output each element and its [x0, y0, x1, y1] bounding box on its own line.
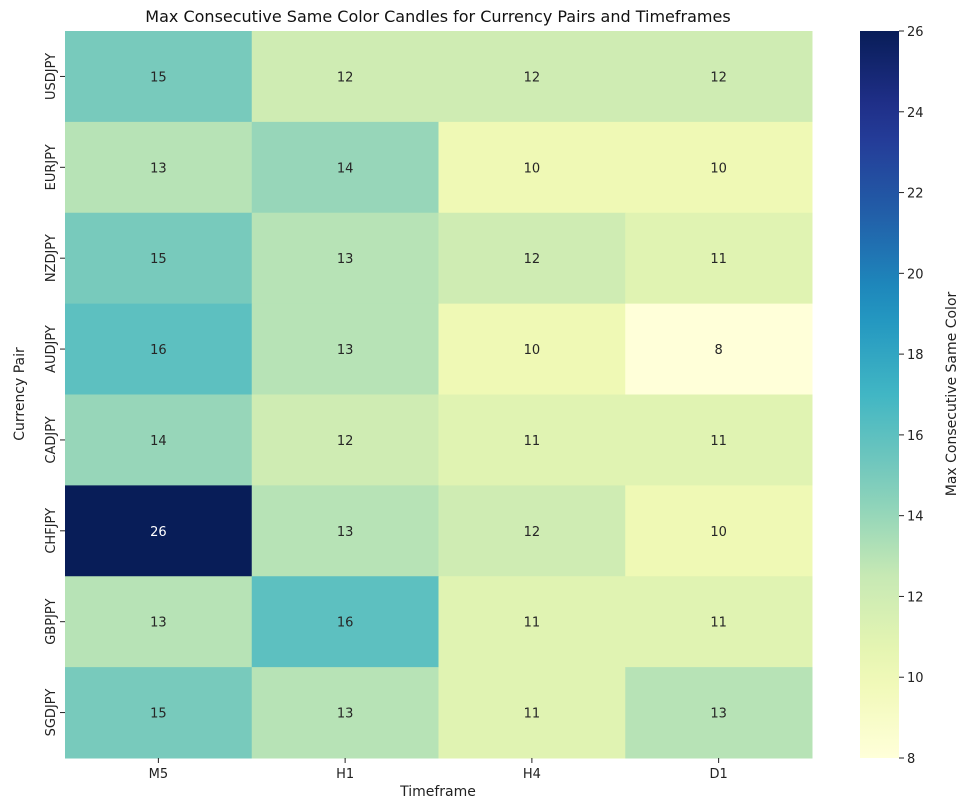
heatmap-cell — [625, 303, 813, 396]
heatmap-cell-value: 11 — [524, 434, 541, 449]
colorbar-tick-label: 24 — [907, 106, 924, 121]
heatmap-cell — [625, 121, 813, 214]
colorbar-tick-label: 12 — [907, 590, 924, 605]
heatmap-cell-value: 12 — [337, 434, 354, 449]
colorbar-tick-label: 22 — [907, 187, 924, 202]
heatmap-cell-value: 15 — [150, 252, 167, 267]
y-tick-label: CHFJPY — [44, 508, 59, 554]
heatmap-cell — [251, 394, 439, 486]
heatmap-cell — [65, 212, 253, 305]
y-tick-label: USDJPY — [44, 53, 59, 100]
colorbar-ticks: 8 10 12 14 16 18 20 22 24 26 — [899, 25, 924, 767]
heatmap-cell-value: 15 — [150, 70, 167, 85]
heatmap-cell-value: 13 — [337, 525, 354, 540]
heatmap-cell — [251, 576, 439, 668]
y-tick-label: CADJPY — [44, 416, 59, 463]
heatmap-cell-value: 13 — [710, 707, 727, 722]
heatmap-cell — [251, 212, 439, 305]
heatmap-cell — [438, 576, 626, 668]
heatmap-cell — [625, 667, 813, 759]
heatmap-cell-value: 14 — [337, 161, 354, 176]
heatmap-cell-value: 13 — [150, 616, 167, 631]
heatmap-cell — [438, 667, 626, 759]
heatmap-cell — [65, 485, 253, 577]
heatmap-cell-value: 12 — [337, 70, 354, 85]
y-tick-label: EURJPY — [44, 144, 59, 190]
heatmap-cell — [438, 31, 626, 123]
heatmap-cell — [251, 485, 439, 577]
x-tick-label: H1 — [336, 767, 354, 782]
heatmap-cell — [251, 121, 439, 214]
heatmap-cell-value: 10 — [524, 161, 541, 176]
colorbar — [860, 31, 899, 758]
colorbar-tick-label: 10 — [907, 671, 924, 686]
heatmap-cell-value: 14 — [150, 434, 167, 449]
heatmap-cell-value: 12 — [524, 525, 541, 540]
heatmap-cell — [438, 121, 626, 214]
heatmap-cell-value: 11 — [710, 616, 727, 631]
heatmap-cell — [625, 576, 813, 668]
colorbar-tick-label: 14 — [907, 510, 924, 525]
heatmap-cell-value: 15 — [150, 707, 167, 722]
heatmap-cell — [65, 121, 253, 214]
heatmap-cell — [625, 31, 813, 123]
colorbar-tick-label: 16 — [907, 429, 924, 444]
heatmap-cell-value: 10 — [710, 161, 727, 176]
y-tick-label: NZDJPY — [44, 234, 59, 282]
heatmap-cell-value: 16 — [150, 343, 167, 358]
heatmap-cell — [625, 394, 813, 486]
heatmap-cell — [65, 667, 253, 759]
x-tick-label: D1 — [709, 767, 727, 782]
heatmap-cell-value: 11 — [524, 707, 541, 722]
heatmap-cell — [65, 394, 253, 486]
colorbar-tick-label: 18 — [907, 348, 924, 363]
heatmap-cell — [625, 212, 813, 305]
heatmap-cell — [251, 31, 439, 123]
heatmap-cell-value: 13 — [337, 252, 354, 267]
heatmap-cell-value: 10 — [710, 525, 727, 540]
heatmap-cell — [438, 303, 626, 396]
x-tick-label: H4 — [523, 767, 541, 782]
colorbar-tick-label: 20 — [907, 267, 924, 282]
heatmap-cell — [438, 212, 626, 305]
y-axis-ticks: USDJPY EURJPY NZDJPY AUDJPY CADJPY CHFJPY GBPJ… — [44, 53, 65, 737]
heatmap-cell — [65, 303, 253, 396]
heatmap-cell — [438, 485, 626, 577]
chart-title: Max Consecutive Same Color Candles for C… — [145, 7, 730, 26]
y-tick-label: GBPJPY — [44, 599, 59, 645]
heatmap-cell — [65, 576, 253, 668]
heatmap-cell-value: 11 — [710, 434, 727, 449]
heatmap-cell — [625, 485, 813, 577]
heatmap-cell-value: 12 — [710, 70, 727, 85]
heatmap-cell-value: 11 — [524, 616, 541, 631]
heatmap-cell-value: 13 — [150, 161, 167, 176]
heatmap-cell-labels: 15 12 12 12 13 14 10 10 15 13 12 11 16 13 10 8 14 12 11 11 2… — [150, 70, 727, 721]
colorbar-tick-label: 26 — [907, 25, 924, 40]
y-tick-label: AUDJPY — [44, 325, 59, 373]
heatmap-cell — [251, 303, 439, 396]
heatmap-cell — [251, 667, 439, 759]
heatmap-cell — [438, 394, 626, 486]
x-axis-label: Timeframe — [399, 784, 476, 800]
heatmap-cell-value: 12 — [524, 70, 541, 85]
y-tick-label: SGDJPY — [44, 689, 59, 737]
x-tick-label: M5 — [149, 767, 169, 782]
colorbar-label: Max Consecutive Same Color — [944, 291, 960, 496]
heatmap-cell-value: 26 — [150, 525, 167, 540]
heatmap-cell-value: 11 — [710, 252, 727, 267]
heatmap-cell-value: 10 — [524, 343, 541, 358]
heatmap-cell-value: 13 — [337, 707, 354, 722]
x-axis-ticks: M5 H1 H4 D1 — [149, 758, 728, 782]
heatmap-cells — [65, 31, 813, 759]
y-axis-label: Currency Pair — [12, 347, 28, 441]
heatmap-cell-value: 13 — [337, 343, 354, 358]
colorbar-tick-label: 8 — [907, 752, 915, 767]
heatmap-cell-value: 8 — [714, 343, 722, 358]
heatmap-cell-value: 16 — [337, 616, 354, 631]
heatmap-cell — [65, 31, 253, 123]
heatmap-cell-value: 12 — [524, 252, 541, 267]
